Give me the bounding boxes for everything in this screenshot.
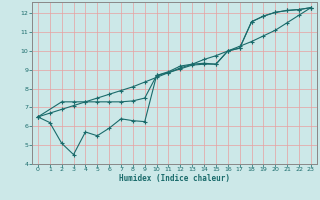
X-axis label: Humidex (Indice chaleur): Humidex (Indice chaleur)	[119, 174, 230, 183]
